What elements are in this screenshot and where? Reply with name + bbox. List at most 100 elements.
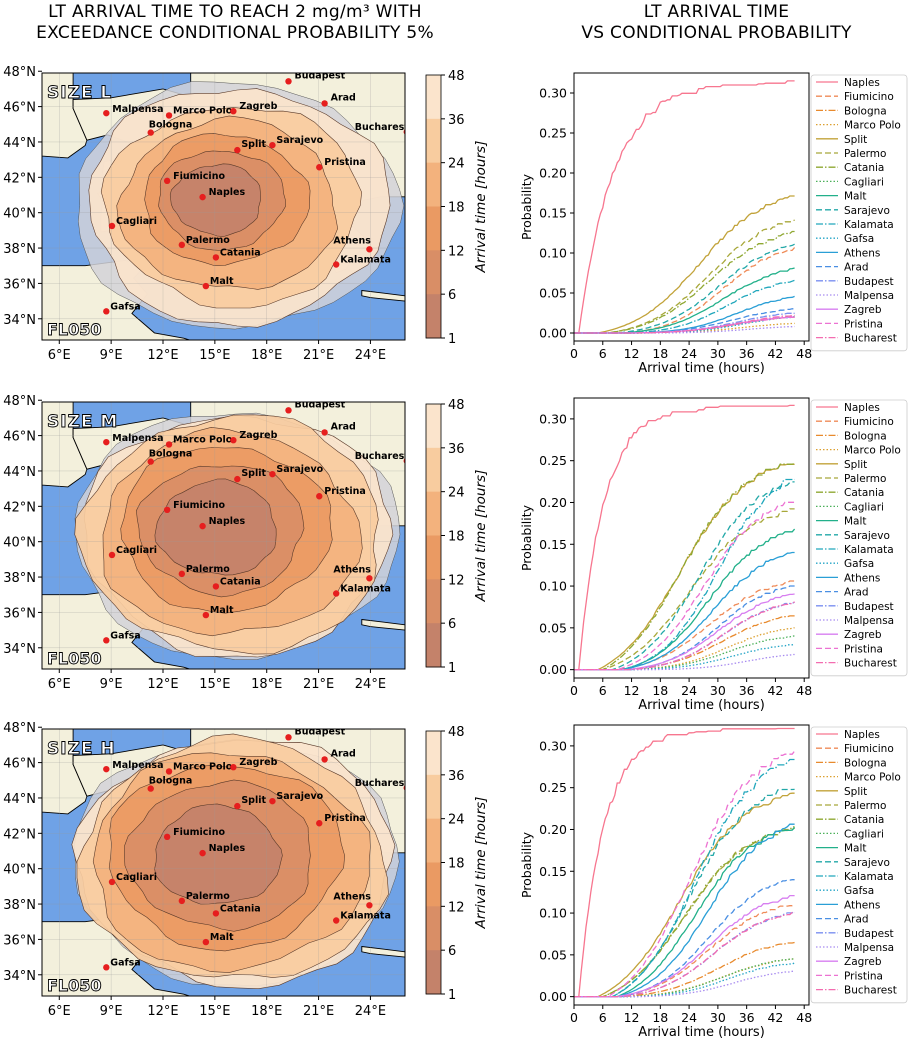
city-marker bbox=[147, 458, 154, 465]
city-label: Marco Polo bbox=[173, 105, 233, 116]
y-tick-label: 0.30 bbox=[539, 86, 567, 101]
legend-label: Marco Polo bbox=[844, 445, 901, 457]
series-line-catania bbox=[574, 462, 795, 671]
legend-box bbox=[810, 74, 908, 352]
colorbar-tick-label: 1 bbox=[448, 332, 456, 347]
series-line-naples bbox=[574, 80, 795, 334]
city-label: Pristina bbox=[324, 486, 366, 497]
city-marker bbox=[269, 470, 276, 478]
series-line-bologna bbox=[574, 941, 795, 998]
lat-tick-label: 40°N bbox=[3, 536, 36, 551]
city-label: Marco Polo bbox=[173, 761, 233, 772]
x-tick-label: 12 bbox=[624, 1010, 640, 1025]
legend-label: Malpensa bbox=[844, 290, 894, 302]
size-label: SIZE M bbox=[47, 412, 118, 432]
lat-tick-label: 48°N bbox=[3, 65, 36, 80]
legend-label: Athens bbox=[844, 247, 880, 259]
map-panel-1: Budapest Malpensa Marco Polo Zagreb Arad Buch… bbox=[3, 65, 489, 363]
legend-label: Sarajevo bbox=[844, 857, 890, 869]
legend-label: Sarajevo bbox=[844, 205, 890, 217]
colorbar-tick-label: 48 bbox=[448, 725, 465, 740]
x-tick-label: 48 bbox=[796, 683, 812, 698]
x-tick-label: 6 bbox=[599, 1010, 607, 1025]
series-line-kalamata bbox=[574, 758, 795, 998]
city-label: Split bbox=[241, 468, 266, 479]
x-tick-label: 18 bbox=[652, 1010, 668, 1025]
city-label: Split bbox=[241, 139, 266, 150]
flight-level-label: FL050 bbox=[47, 649, 102, 668]
axes-frame bbox=[573, 397, 810, 679]
city-marker bbox=[366, 575, 373, 582]
legend-label: Zagreb bbox=[844, 629, 882, 641]
legend-label: Zagreb bbox=[844, 304, 882, 316]
y-tick-label: 0.30 bbox=[539, 738, 567, 753]
city-label: Palermo bbox=[186, 891, 230, 902]
colorbar-tick-label: 48 bbox=[448, 398, 465, 413]
left-title-line2: EXCEEDANCE CONDITIONAL PROBABILITY 5% bbox=[36, 23, 434, 43]
city-label: Budapest bbox=[294, 70, 345, 81]
series-line-naples bbox=[574, 404, 795, 671]
y-tick-label: 0.15 bbox=[539, 864, 567, 879]
legend-label: Malpensa bbox=[844, 942, 894, 954]
y-tick-label: 0.15 bbox=[539, 537, 567, 552]
city-marker bbox=[234, 802, 241, 810]
y-tick-label: 0.00 bbox=[539, 989, 567, 1004]
city-label: Bologna bbox=[149, 120, 193, 131]
plot-area bbox=[574, 725, 809, 1005]
legend-label: Arad bbox=[844, 262, 869, 274]
city-label: Catania bbox=[220, 576, 261, 587]
lon-tick-label: 6°E bbox=[48, 1004, 71, 1019]
legend-label: Gafsa bbox=[844, 558, 874, 570]
series-line-naples bbox=[574, 727, 795, 998]
city-marker bbox=[165, 112, 173, 119]
series-line-bucharest bbox=[574, 911, 795, 998]
city-label: Malpensa bbox=[112, 433, 163, 444]
y-tick-label: 0.10 bbox=[539, 579, 567, 594]
city-marker bbox=[285, 407, 292, 414]
city-marker bbox=[199, 193, 206, 201]
city-marker bbox=[103, 765, 110, 773]
city-marker bbox=[163, 177, 171, 185]
city-label: Malt bbox=[210, 605, 234, 616]
city-marker bbox=[212, 583, 220, 590]
x-tick-label: 36 bbox=[739, 346, 755, 361]
lat-tick-label: 38°N bbox=[3, 898, 36, 913]
lat-tick-label: 44°N bbox=[3, 465, 36, 480]
land-mass bbox=[361, 618, 405, 631]
colorbar-segment bbox=[426, 404, 441, 449]
x-axis-label: Arrival time (hours) bbox=[638, 1025, 765, 1040]
legend-label: Zagreb bbox=[844, 956, 882, 968]
land-mass bbox=[42, 73, 88, 159]
colorbar-tick-label: 6 bbox=[448, 288, 456, 303]
lon-tick-label: 15°E bbox=[199, 348, 230, 363]
lat-tick-label: 40°N bbox=[3, 207, 36, 222]
lat-tick-label: 34°N bbox=[3, 642, 36, 657]
city-label: Gafsa bbox=[110, 301, 140, 312]
series-line-marco-polo bbox=[574, 627, 795, 671]
city-marker bbox=[163, 506, 171, 514]
y-tick-label: 0.30 bbox=[539, 411, 567, 426]
lon-tick-label: 12°E bbox=[147, 677, 178, 692]
city-label: Arad bbox=[331, 92, 356, 103]
y-tick-label: 0.25 bbox=[539, 780, 567, 795]
city-label: Kalamata bbox=[340, 583, 391, 594]
lon-tick-label: 9°E bbox=[100, 1004, 123, 1019]
legend-label: Split bbox=[844, 134, 867, 146]
colorbar-tick-label: 24 bbox=[448, 486, 465, 501]
colorbar-tick-label: 6 bbox=[448, 944, 456, 959]
lat-tick-label: 38°N bbox=[3, 571, 36, 586]
series-line-kalamata bbox=[574, 478, 795, 671]
x-tick-label: 48 bbox=[796, 1010, 812, 1025]
city-marker bbox=[178, 570, 186, 578]
city-marker bbox=[212, 254, 220, 261]
colorbar-segment bbox=[426, 75, 441, 120]
lon-tick-label: 12°E bbox=[147, 1004, 178, 1019]
legend-label: Catania bbox=[844, 487, 884, 499]
city-label: Palermo bbox=[186, 564, 230, 575]
colorbar-segment bbox=[426, 818, 441, 863]
legend-label: Marco Polo bbox=[844, 120, 901, 132]
x-tick-label: 24 bbox=[681, 1010, 697, 1025]
city-label: Budapest bbox=[294, 399, 345, 410]
city-marker bbox=[321, 429, 328, 436]
